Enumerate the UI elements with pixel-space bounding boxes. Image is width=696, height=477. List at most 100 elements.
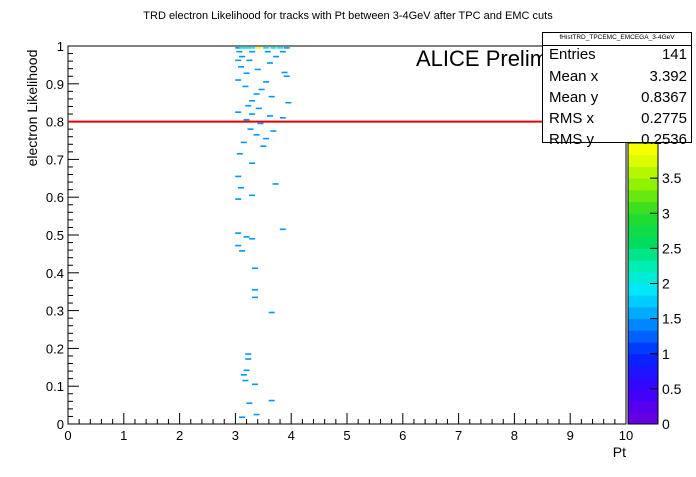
histogram-cell	[246, 402, 253, 405]
histogram-cell	[245, 353, 252, 355]
colorbar-segment	[628, 295, 658, 308]
histogram-cell	[266, 115, 273, 117]
histogram-cell	[270, 130, 277, 132]
histogram-cell	[249, 237, 256, 240]
y-tick-label: 0.6	[46, 190, 64, 205]
colorbar-segment	[628, 154, 658, 167]
histogram-cell	[266, 62, 273, 64]
histogram-cell	[245, 358, 252, 360]
stats-title: fHistTRD_TPCEMC_EMCEGA_3-4GeV	[559, 34, 675, 41]
histogram-cell	[237, 65, 244, 68]
x-tick-label: 6	[399, 428, 406, 443]
histogram-cell	[251, 267, 258, 270]
stats-row-rms-x: RMS x 0.2775	[549, 110, 687, 130]
stats-label: RMS x	[549, 110, 594, 127]
histogram-cell	[279, 50, 286, 53]
x-tick-label: 4	[288, 428, 295, 443]
histogram-cell	[254, 68, 261, 71]
histogram-cell	[239, 416, 246, 418]
histogram-cell	[277, 47, 284, 49]
histogram-cell	[243, 118, 250, 121]
y-tick-label: 0.9	[46, 77, 64, 92]
histogram-cell	[237, 186, 244, 189]
histogram-cell	[249, 47, 256, 49]
histogram-cell	[235, 79, 242, 81]
y-tick-label: 0.7	[46, 152, 64, 167]
histogram-cell	[235, 244, 242, 247]
histogram-cell	[236, 50, 243, 53]
colorbar-tick-label: 0	[662, 416, 670, 432]
histogram-cell	[253, 413, 260, 416]
histogram-cell	[245, 104, 252, 107]
stats-label: Entries	[549, 46, 596, 63]
histogram-cell	[242, 379, 249, 382]
colorbar-segment	[628, 353, 658, 366]
histogram-cell	[235, 111, 242, 113]
stats-value: 0.2536	[641, 131, 687, 148]
histogram-cell	[260, 145, 267, 147]
colorbar-segment	[628, 318, 658, 331]
colorbar-segment	[628, 260, 658, 273]
colorbar-tick-label: 3	[662, 205, 670, 221]
x-tick-label: 3	[232, 428, 239, 443]
x-tick-label: 0	[64, 428, 71, 443]
histogram-cell	[236, 152, 243, 155]
histogram-cell	[253, 134, 260, 136]
x-tick-label: 10	[619, 428, 633, 443]
histogram-cell	[251, 289, 258, 291]
histogram-cell	[235, 59, 242, 62]
histogram-cell	[240, 141, 247, 144]
colorbar-segment	[628, 143, 658, 156]
stats-label: Mean x	[549, 68, 599, 85]
colorbar-segment	[628, 271, 658, 284]
colorbar-tick-label: 1.5	[662, 311, 682, 327]
histogram-cell	[255, 47, 262, 49]
histogram-cell	[263, 47, 270, 49]
colorbar-tick-label: 0.5	[662, 381, 682, 397]
colorbar-segment	[628, 365, 658, 378]
y-tick-label: 0.8	[46, 115, 64, 130]
histogram-cell	[263, 81, 270, 83]
histogram-cell	[283, 75, 290, 78]
stats-box: fHistTRD_TPCEMC_EMCEGA_3-4GeV Entries 14…	[542, 32, 692, 148]
histogram-cell	[281, 71, 288, 74]
histogram-cell	[235, 47, 242, 49]
histogram-cell	[255, 107, 262, 110]
histogram-cell	[272, 183, 279, 185]
colorbar-segment	[628, 377, 658, 390]
histogram-cell	[239, 55, 246, 58]
histogram-cell	[249, 50, 256, 53]
histogram-cell	[283, 47, 290, 49]
histogram-cell	[264, 50, 271, 53]
colorbar-segment	[628, 189, 658, 203]
histogram-cell	[246, 59, 253, 62]
histogram-cell	[243, 47, 250, 49]
y-tick-label: 0.5	[46, 228, 64, 243]
histogram-cell	[268, 311, 275, 314]
histogram-cell	[268, 95, 275, 98]
stats-row-mean-x: Mean x 3.392	[549, 68, 687, 88]
x-axis-label: Pt	[613, 444, 626, 460]
histogram-cell	[239, 250, 246, 252]
y-tick-label: 0.3	[46, 304, 64, 319]
y-tick-label: 1	[57, 39, 64, 54]
colorbar-segment	[628, 224, 658, 238]
histogram-cell	[249, 194, 256, 197]
y-tick-label: 0.4	[46, 266, 64, 281]
colorbar-segment	[628, 178, 658, 191]
colorbar-segment	[628, 306, 658, 320]
stats-value: 3.392	[649, 68, 687, 85]
y-tick-label: 0.1	[46, 379, 64, 394]
histogram-cell	[239, 47, 246, 49]
y-axis-label: electron Likelihood	[24, 50, 40, 167]
histogram-cell	[247, 128, 254, 130]
colorbar-segment	[628, 412, 658, 425]
x-tick-label: 9	[567, 428, 574, 443]
stats-value: 141	[661, 46, 687, 63]
histogram-cell	[258, 88, 265, 91]
x-tick-label: 7	[455, 428, 462, 443]
x-tick-label: 2	[176, 428, 183, 443]
x-tick-label: 5	[343, 428, 350, 443]
histogram-cell	[249, 100, 256, 102]
